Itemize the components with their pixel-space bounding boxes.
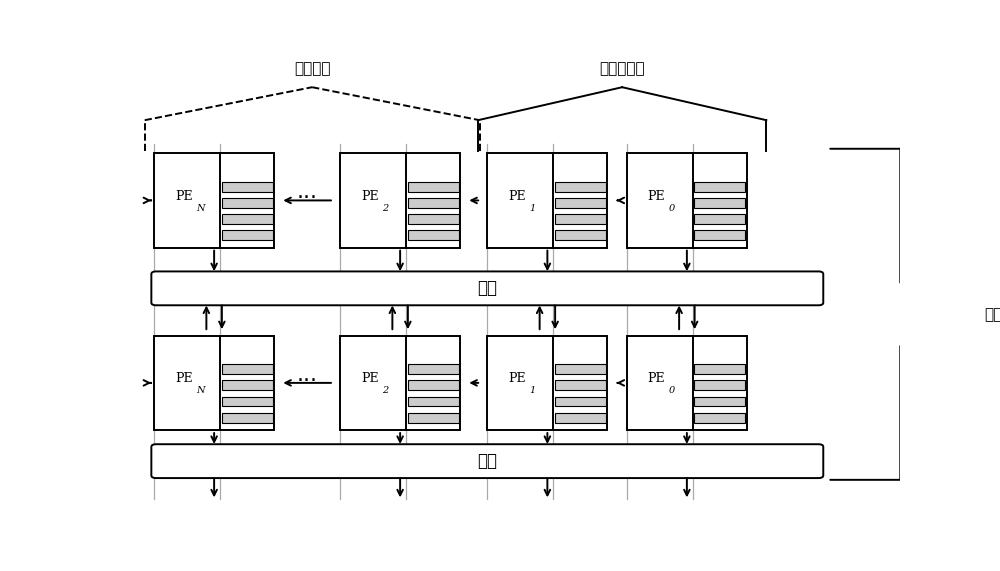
Bar bbox=[222, 413, 273, 423]
Bar bbox=[408, 396, 459, 407]
Bar bbox=[627, 336, 747, 430]
Bar bbox=[694, 364, 745, 374]
Bar bbox=[555, 198, 606, 208]
Text: PE: PE bbox=[508, 372, 526, 385]
Text: PE: PE bbox=[508, 190, 526, 203]
Bar bbox=[408, 230, 459, 240]
Bar bbox=[222, 198, 273, 208]
Bar bbox=[555, 396, 606, 407]
Text: PE: PE bbox=[361, 190, 379, 203]
Bar bbox=[154, 336, 274, 430]
FancyBboxPatch shape bbox=[151, 444, 823, 478]
Bar bbox=[694, 198, 745, 208]
Bar bbox=[555, 413, 606, 423]
Bar bbox=[408, 198, 459, 208]
Bar bbox=[222, 214, 273, 224]
Text: 1: 1 bbox=[529, 204, 535, 213]
Bar bbox=[408, 413, 459, 423]
Bar bbox=[627, 153, 747, 248]
Bar bbox=[555, 214, 606, 224]
Bar bbox=[487, 153, 607, 248]
Text: 2: 2 bbox=[382, 387, 388, 395]
Bar bbox=[694, 230, 745, 240]
Text: 0: 0 bbox=[669, 204, 675, 213]
Text: 一个带: 一个带 bbox=[984, 307, 1000, 322]
Text: 0: 0 bbox=[669, 387, 675, 395]
Bar bbox=[408, 380, 459, 391]
Bar bbox=[222, 380, 273, 391]
Bar bbox=[694, 396, 745, 407]
Bar bbox=[222, 396, 273, 407]
Bar bbox=[222, 364, 273, 374]
Bar bbox=[555, 182, 606, 192]
Bar bbox=[487, 336, 607, 430]
Text: 传输寄存器: 传输寄存器 bbox=[599, 61, 645, 76]
Bar bbox=[408, 182, 459, 192]
Bar bbox=[222, 182, 273, 192]
Text: ···: ··· bbox=[297, 371, 318, 391]
Text: N: N bbox=[196, 204, 204, 213]
Text: 通用总线: 通用总线 bbox=[294, 61, 330, 76]
Bar bbox=[694, 380, 745, 391]
Bar bbox=[222, 230, 273, 240]
Bar bbox=[694, 182, 745, 192]
Text: 1: 1 bbox=[529, 387, 535, 395]
Text: 互联: 互联 bbox=[477, 452, 497, 470]
Text: 2: 2 bbox=[382, 204, 388, 213]
Text: PE: PE bbox=[648, 190, 665, 203]
Text: N: N bbox=[196, 387, 204, 395]
Bar bbox=[694, 214, 745, 224]
Bar bbox=[340, 336, 460, 430]
Bar bbox=[694, 413, 745, 423]
Text: PE: PE bbox=[175, 190, 193, 203]
Bar bbox=[555, 364, 606, 374]
Text: PE: PE bbox=[648, 372, 665, 385]
FancyBboxPatch shape bbox=[151, 271, 823, 305]
Bar bbox=[555, 230, 606, 240]
Text: ···: ··· bbox=[297, 188, 318, 208]
Bar bbox=[154, 153, 274, 248]
Bar bbox=[555, 380, 606, 391]
Text: PE: PE bbox=[361, 372, 379, 385]
Bar bbox=[408, 364, 459, 374]
Bar bbox=[340, 153, 460, 248]
Text: 互联: 互联 bbox=[477, 279, 497, 297]
Bar bbox=[408, 214, 459, 224]
Text: PE: PE bbox=[175, 372, 193, 385]
